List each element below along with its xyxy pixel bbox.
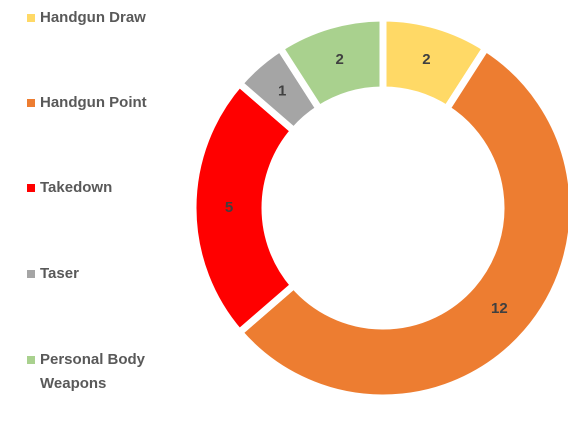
legend-swatch (27, 184, 35, 192)
data-label: 12 (491, 300, 508, 317)
legend-label: Personal Body Weapons (40, 351, 146, 392)
legend-swatch (27, 270, 35, 278)
data-label: 5 (225, 199, 233, 216)
legend-label: Handgun Point (40, 94, 147, 111)
legend-item: Taser (27, 262, 177, 286)
legend-swatch (27, 14, 35, 22)
legend-item: Personal Body Weapons (27, 348, 177, 396)
data-label: 1 (278, 83, 286, 100)
legend-label: Takedown (40, 179, 113, 196)
legend-swatch (27, 356, 35, 364)
legend-item: Handgun Draw (27, 6, 177, 30)
data-label: 2 (422, 51, 430, 68)
donut-segment (189, 78, 299, 338)
legend-label: Taser (40, 265, 79, 282)
donut-segment (275, 14, 387, 114)
donut-segment (234, 43, 568, 402)
data-label: 2 (335, 51, 343, 68)
legend-item: Takedown (27, 176, 177, 200)
legend-label: Handgun Draw (40, 9, 146, 26)
legend-item: Handgun Point (27, 91, 177, 115)
legend-swatch (27, 99, 35, 107)
